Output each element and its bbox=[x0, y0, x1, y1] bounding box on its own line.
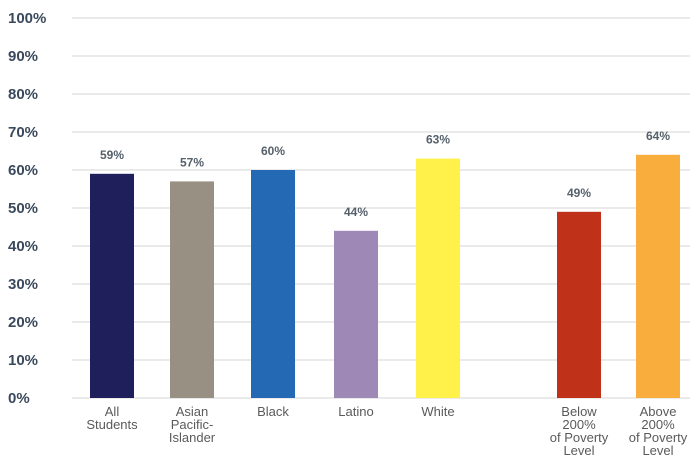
data-label: 64% bbox=[646, 129, 670, 143]
bar bbox=[90, 173, 134, 398]
y-tick-label: 10% bbox=[8, 352, 38, 369]
x-tick-label: All Students bbox=[86, 404, 138, 432]
x-tick-label-line: 200% bbox=[641, 417, 675, 432]
x-tick-label-line: Islander bbox=[169, 430, 216, 445]
data-label: 57% bbox=[180, 155, 204, 169]
bar bbox=[170, 181, 214, 398]
x-tick-label: Above 200% of Poverty Level bbox=[629, 404, 688, 458]
bar bbox=[557, 211, 601, 398]
data-label: 49% bbox=[567, 186, 591, 200]
x-tick-label-line: Above bbox=[640, 404, 677, 419]
x-tick-label-line: Below bbox=[561, 404, 597, 419]
y-tick-label: 70% bbox=[8, 124, 38, 141]
x-tick-label-line: Latino bbox=[338, 404, 373, 419]
x-tick-label-line: of Poverty bbox=[629, 430, 688, 445]
x-tick-label: Latino bbox=[338, 404, 373, 419]
x-tick-label: Black bbox=[257, 404, 289, 419]
y-tick-label: 80% bbox=[8, 86, 38, 103]
y-tick-label: 50% bbox=[8, 200, 38, 217]
data-label: 63% bbox=[426, 133, 450, 147]
bar bbox=[251, 170, 295, 398]
x-tick-label-line: White bbox=[421, 404, 454, 419]
y-tick-label: 40% bbox=[8, 238, 38, 255]
x-tick-label-line: Students bbox=[86, 417, 138, 432]
bar bbox=[334, 230, 378, 398]
x-tick-label-line: Asian bbox=[176, 404, 209, 419]
y-tick-label: 0% bbox=[8, 390, 30, 407]
data-label: 60% bbox=[261, 144, 285, 158]
y-tick-label: 30% bbox=[8, 276, 38, 293]
x-tick-label: Below 200% of Poverty Level bbox=[550, 404, 609, 458]
y-tick-label: 20% bbox=[8, 314, 38, 331]
x-tick-label: White bbox=[421, 404, 454, 419]
x-tick-label-line: of Poverty bbox=[550, 430, 609, 445]
x-tick-label-line: Black bbox=[257, 404, 289, 419]
y-tick-label: 100% bbox=[8, 10, 46, 27]
y-tick-label: 60% bbox=[8, 162, 38, 179]
x-tick-label: Asian Pacific-Islander bbox=[169, 404, 216, 445]
x-tick-label-line: Level bbox=[642, 443, 673, 458]
x-tick-label-line: 200% bbox=[562, 417, 596, 432]
data-label: 59% bbox=[100, 148, 124, 162]
bar bbox=[416, 158, 460, 398]
data-label: 44% bbox=[344, 205, 368, 219]
x-tick-label-line: Level bbox=[563, 443, 594, 458]
x-tick-label-line: All bbox=[105, 404, 120, 419]
bar bbox=[636, 154, 680, 398]
y-tick-label: 90% bbox=[8, 48, 38, 65]
x-tick-label-line: Pacific- bbox=[171, 417, 214, 432]
